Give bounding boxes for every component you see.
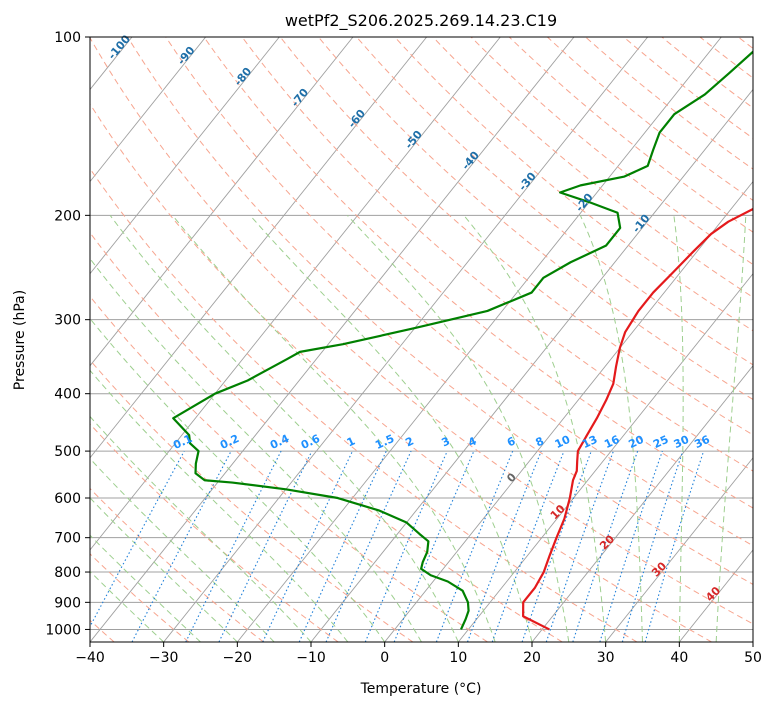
dry-adiabat-line <box>432 37 753 298</box>
mixing-ratio-line <box>364 450 448 642</box>
moist-adiabat-line <box>90 369 349 642</box>
mixing-ratio-label: 16 <box>602 433 622 451</box>
dewpoint-trace <box>172 50 753 630</box>
dry-adiabat-line <box>90 231 563 642</box>
mixing-ratio-line <box>393 450 475 642</box>
isotherm-line <box>90 37 280 275</box>
dry-adiabat-line <box>508 37 753 233</box>
x-tick-label: 20 <box>523 650 541 666</box>
mixing-ratio-line <box>218 450 313 642</box>
moist-adiabat-line <box>90 457 275 642</box>
moist-adiabat-line <box>90 317 386 642</box>
dry-adiabat-line <box>90 295 488 642</box>
y-tick-label: 900 <box>54 595 81 611</box>
isotherm-line <box>90 37 207 183</box>
dry-adiabat-line <box>203 37 753 509</box>
y-tick-label: 200 <box>54 208 81 224</box>
dry-adiabat-line <box>90 103 712 642</box>
mixing-ratio-line <box>325 450 412 642</box>
dry-adiabat-line <box>241 37 753 472</box>
mixing-ratio-label: 20 <box>627 433 647 451</box>
moist-adiabat-line <box>172 215 496 642</box>
isotherm-line <box>90 37 354 367</box>
moist-adiabat-line <box>90 497 238 642</box>
dry-adiabat-line <box>165 37 753 547</box>
y-tick-label: 300 <box>54 313 81 329</box>
mixing-ratio-line <box>262 450 354 642</box>
y-tick-label: 500 <box>54 444 81 460</box>
moist-adiabat-line <box>109 215 459 642</box>
dry-adiabat-line <box>90 423 339 642</box>
x-tick-label: 10 <box>449 650 467 666</box>
moist-adiabat-line <box>90 534 201 642</box>
mixing-ratio-label: 13 <box>580 433 599 451</box>
axes: −40 −30 −20 −10 0 10 20 30 40 50 100 200 300 400 500 60… <box>45 30 762 666</box>
x-tick-label: 30 <box>597 650 615 666</box>
mixing-ratio-line <box>521 450 592 642</box>
chart-title: wetPf2_S206.2025.269.14.23.C19 <box>285 11 557 31</box>
isotherm-line <box>236 37 722 642</box>
isotherm-line <box>163 37 649 642</box>
mixing-ratio-label: 30 <box>672 433 692 451</box>
dry-adiabat-line <box>470 37 753 266</box>
x-tick-label: 50 <box>744 650 762 666</box>
plot-area <box>90 37 753 642</box>
mixing-ratio-label: 25 <box>651 433 670 451</box>
moist-adiabat-line <box>90 257 422 642</box>
x-axis-title: Temperature (°C) <box>360 681 482 697</box>
mixing-ratio-line <box>298 450 387 642</box>
mixing-ratio-line <box>644 450 705 642</box>
y-tick-label: 700 <box>54 531 81 547</box>
mixing-ratio-label: 10 <box>553 433 573 451</box>
x-tick-label: 0 <box>380 650 389 666</box>
mixing-ratio-line <box>599 450 663 642</box>
plot-frame <box>89 36 754 643</box>
isotherm-line <box>90 37 428 459</box>
moist-adiabat-line <box>346 214 570 642</box>
moist-adiabat-line <box>715 215 747 642</box>
mixing-ratio-line <box>621 450 684 642</box>
x-tick-label: −10 <box>296 650 326 666</box>
moist-adiabat-line <box>579 215 643 642</box>
dry-adiabat-line <box>90 37 753 625</box>
isotherm-line <box>384 180 753 642</box>
mixing-ratio-line <box>545 450 614 642</box>
isotherm-line <box>90 37 501 551</box>
y-tick-label: 400 <box>54 387 81 403</box>
dry-adiabat-line <box>318 37 753 401</box>
y-tick-label: 600 <box>54 491 81 507</box>
y-tick-label: 800 <box>54 565 81 581</box>
x-tick-label: 40 <box>670 650 688 666</box>
isotherm-line <box>605 457 753 642</box>
moist-adiabat-line <box>673 215 684 642</box>
moist-adiabat-line <box>463 215 607 642</box>
temperature-trace <box>522 207 753 631</box>
isotherm-line <box>457 272 753 642</box>
isotherm-line <box>531 365 753 642</box>
mixing-ratio-line <box>572 450 639 642</box>
x-tick-label: −20 <box>223 650 253 666</box>
y-tick-label: 100 <box>54 30 81 46</box>
x-tick-label: −40 <box>75 650 105 666</box>
x-tick-label: −30 <box>149 650 179 666</box>
dry-adiabat-line <box>279 37 753 436</box>
mixing-ratio-line <box>90 450 185 628</box>
y-tick-label: 1000 <box>45 622 81 638</box>
y-axis-title: Pressure (hPa) <box>12 290 28 390</box>
moist-adiabat-line <box>249 215 533 642</box>
mixing-ratio-label: 36 <box>692 433 712 451</box>
